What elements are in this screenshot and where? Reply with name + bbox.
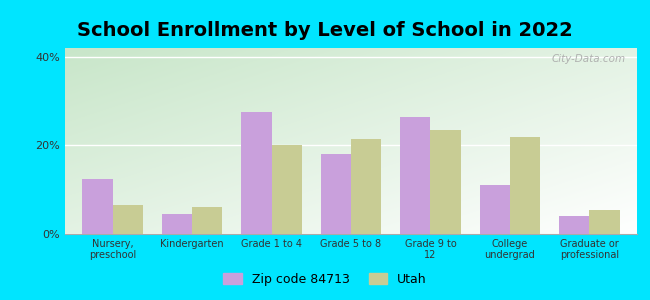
Bar: [272, 146, 302, 234]
Bar: [510, 136, 540, 234]
Text: City-Data.com: City-Data.com: [551, 54, 625, 64]
Legend: Zip code 84713, Utah: Zip code 84713, Utah: [218, 268, 432, 291]
Bar: [480, 185, 510, 234]
Bar: [321, 154, 351, 234]
Bar: [590, 210, 619, 234]
Bar: [112, 205, 143, 234]
Bar: [162, 214, 192, 234]
Bar: [83, 178, 112, 234]
Bar: [559, 216, 590, 234]
Bar: [192, 207, 222, 234]
Bar: [430, 130, 461, 234]
Bar: [241, 112, 272, 234]
Bar: [351, 139, 381, 234]
Text: School Enrollment by Level of School in 2022: School Enrollment by Level of School in …: [77, 21, 573, 40]
Bar: [400, 117, 430, 234]
